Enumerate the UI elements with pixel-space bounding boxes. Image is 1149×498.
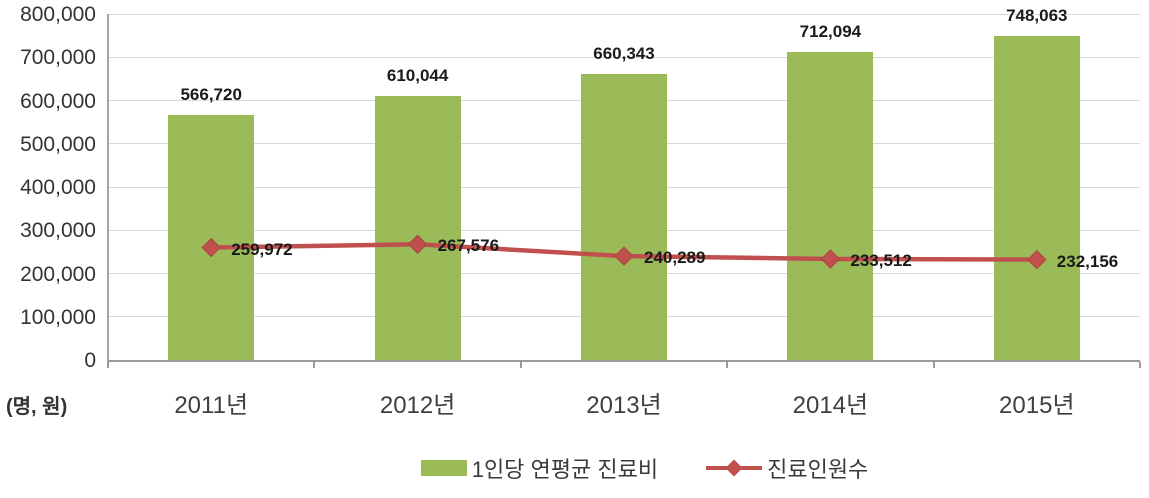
x-axis-tick [932, 362, 935, 368]
y-axis-tick-label: 100,000 [20, 305, 96, 329]
legend-line-label: 진료인원수 [767, 457, 869, 482]
bar-value-label: 712,094 [799, 22, 862, 42]
diamond-marker-icon [1027, 249, 1047, 270]
diamond-marker-icon [614, 246, 634, 266]
y-axis-tick-label: 600,000 [20, 89, 96, 113]
bar-value-label: 748,063 [1006, 6, 1068, 26]
bar-value-label: 660,343 [593, 44, 655, 64]
bar-series-swatch-icon [420, 460, 467, 476]
diamond-marker-icon [725, 459, 743, 477]
x-axis-category-label: 2012년 [379, 392, 456, 419]
x-axis-category-label: 2015년 [999, 392, 1075, 419]
legend: 1인당 연평균 진료비 진료인원수 [70, 452, 1149, 484]
line-point-value-label: 267,576 [437, 236, 500, 256]
bar-2014년 [787, 52, 874, 360]
legend-item-bar-series: 1인당 연평균 진료비 [420, 452, 659, 484]
y-axis-tick-label: 500,000 [20, 132, 96, 156]
bar-value-label: 566,720 [180, 84, 242, 104]
axis-unit-label: (명, 원) [6, 396, 68, 418]
legend-item-line-series: 진료인원수 [706, 452, 868, 484]
y-axis-tick-label: 300,000 [20, 219, 96, 243]
legend-bar-label: 1인당 연평균 진료비 [471, 457, 659, 482]
x-axis-category-label: 2014년 [792, 392, 869, 419]
x-axis-tick [726, 362, 729, 368]
x-axis-tick [313, 362, 316, 368]
bar-2013년 [581, 74, 667, 360]
y-axis-tick-label: 400,000 [20, 176, 96, 199]
y-axis-line [107, 14, 109, 362]
line-point-value-label: 232,156 [1056, 251, 1119, 271]
line-point-value-label: 240,289 [644, 248, 706, 268]
bar-value-label: 610,044 [386, 66, 449, 86]
line-point-value-label: 233,512 [850, 251, 912, 270]
y-axis-tick-label: 800,000 [20, 3, 96, 26]
gridline [108, 56, 1140, 58]
y-axis-tick-label: 200,000 [20, 262, 96, 286]
x-axis-category-label: 2013년 [586, 392, 662, 419]
line-series-swatch-icon [706, 459, 763, 477]
diamond-marker-icon [407, 234, 428, 254]
x-axis-tick [519, 362, 522, 368]
x-axis-tick [1139, 362, 1141, 368]
diamond-marker-icon [820, 249, 841, 269]
x-axis-tick [107, 362, 109, 368]
x-axis-line [108, 360, 1140, 362]
line-point-value-label: 259,972 [231, 239, 293, 259]
bar-2012년 [374, 96, 461, 360]
diamond-marker-icon [201, 237, 221, 258]
bar-2015년 [993, 36, 1080, 360]
y-axis-tick-label: 700,000 [20, 46, 96, 70]
y-axis-tick-label: 0 [84, 349, 96, 372]
bar-2011년 [168, 114, 255, 360]
gridline [108, 13, 1140, 15]
x-axis-category-label: 2011년 [174, 392, 249, 419]
